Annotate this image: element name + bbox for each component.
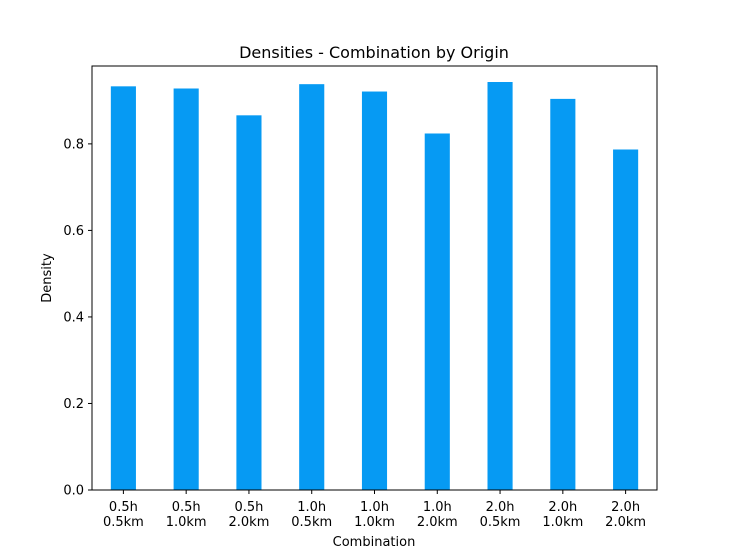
x-axis-title: Combination <box>333 535 416 550</box>
x-tick-label: 2.0h 0.5km <box>480 500 521 530</box>
x-tick-label-line: 0.5h <box>109 500 138 515</box>
x-tick-label-line: 0.5km <box>291 515 332 530</box>
plot-frame <box>91 65 658 491</box>
y-axis: 0.0 0.2 0.4 0.6 0.8 <box>63 137 92 499</box>
x-tick-label-line: 2.0h <box>611 500 640 515</box>
x-tick-label-line: 2.0h <box>548 500 577 515</box>
bar <box>550 98 576 490</box>
bar <box>361 91 388 490</box>
x-tick-label-line: 0.5h <box>172 500 201 515</box>
x-tick-label-line: 1.0km <box>166 515 207 530</box>
x-tick-label-line: 1.0h <box>297 500 326 515</box>
bar <box>299 84 325 491</box>
x-tick-label-line: 2.0km <box>605 515 646 530</box>
y-tick-label: 0.2 <box>63 397 84 412</box>
bar <box>424 133 450 491</box>
x-tick-label-line: 2.0h <box>486 500 515 515</box>
x-tick-label: 2.0h 2.0km <box>605 500 646 530</box>
y-tick-label: 0.6 <box>63 224 84 239</box>
bar <box>110 86 136 490</box>
y-tick-label: 0.8 <box>63 137 84 152</box>
x-tick-label-line: 1.0km <box>542 515 583 530</box>
x-tick-label: 0.5h 2.0km <box>229 500 270 530</box>
x-tick-label-line: 1.0km <box>354 515 395 530</box>
y-tick-label: 0.4 <box>63 310 84 325</box>
chart-title: Densities - Combination by Origin <box>239 43 509 62</box>
y-axis-title: Density <box>40 253 55 303</box>
x-tick-label: 1.0h 1.0km <box>354 500 395 530</box>
x-tick-label: 1.0h 2.0km <box>417 500 458 530</box>
x-tick-label-line: 0.5h <box>234 500 263 515</box>
bar <box>487 82 513 490</box>
x-tick-label-line: 0.5km <box>103 515 144 530</box>
x-tick-label-line: 2.0km <box>417 515 458 530</box>
x-tick-label: 2.0h 1.0km <box>542 500 583 530</box>
bar <box>613 149 639 490</box>
x-tick-label-line: 1.0h <box>423 500 452 515</box>
bars-layer <box>110 82 639 491</box>
bar <box>173 88 199 490</box>
y-tick-label: 0.0 <box>63 484 84 499</box>
x-tick-label-line: 1.0h <box>360 500 389 515</box>
bar <box>236 115 262 490</box>
x-tick-label: 0.5h 0.5km <box>103 500 144 530</box>
x-tick-label: 1.0h 0.5km <box>291 500 332 530</box>
x-tick-label-line: 2.0km <box>229 515 270 530</box>
x-tick-label-line: 0.5km <box>480 515 521 530</box>
x-tick-label: 0.5h 1.0km <box>166 500 207 530</box>
